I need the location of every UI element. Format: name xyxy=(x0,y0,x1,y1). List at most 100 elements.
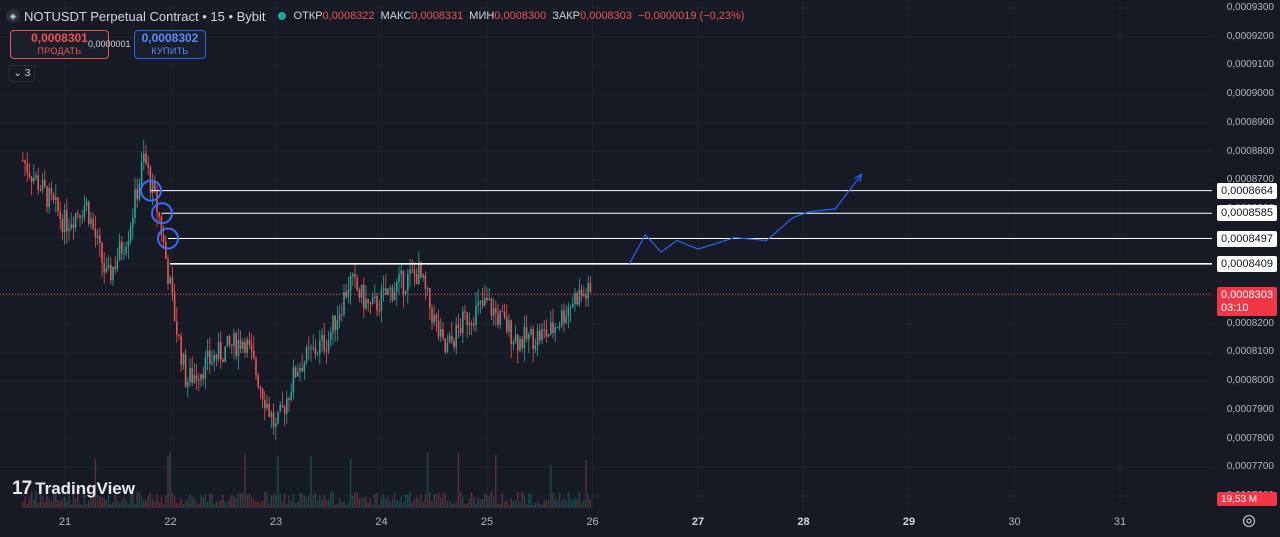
candle-body xyxy=(363,284,365,309)
candle-body xyxy=(563,310,565,323)
volume-bar xyxy=(195,502,198,508)
volume-bar xyxy=(187,498,189,508)
candle-body xyxy=(123,253,125,255)
price-tick-label: 0,0007900 xyxy=(1226,403,1274,415)
candle-body xyxy=(407,273,409,291)
candle-body xyxy=(39,190,42,192)
volume-tag: 19,53 M xyxy=(1217,492,1277,506)
volume-bar xyxy=(528,493,530,508)
volume-bar xyxy=(453,504,455,508)
buy-button[interactable]: 0,0008302 КУПИТЬ xyxy=(134,30,206,59)
candle-body xyxy=(310,348,312,350)
volume-bar xyxy=(103,497,105,508)
volume-bar xyxy=(380,496,383,508)
volume-bar xyxy=(556,499,559,508)
volume-bar xyxy=(492,496,495,508)
candle-body xyxy=(466,312,468,326)
candle-body xyxy=(103,263,105,273)
settings-gear-icon[interactable] xyxy=(1241,513,1257,529)
candle-body xyxy=(314,347,317,355)
candle-body xyxy=(184,353,187,387)
volume-bar xyxy=(162,503,165,508)
candle-body xyxy=(334,315,336,331)
current-price-value: 0,0008303 xyxy=(1221,289,1273,301)
time-axis[interactable]: 21 22 23 24 25 26 27 28 29 30 31 xyxy=(0,510,1212,537)
candle-body xyxy=(215,354,218,359)
time-tick-label: 21 xyxy=(58,516,72,528)
volume-bar xyxy=(455,502,457,508)
time-tick-label: 26 xyxy=(586,516,599,528)
tradingview-watermark[interactable]: 17 TradingView xyxy=(12,478,135,500)
candle-body xyxy=(539,330,541,341)
candle-body xyxy=(486,298,488,301)
price-tick-label: 0,0007700 xyxy=(1226,461,1274,473)
volume-bar xyxy=(85,503,88,508)
volume-bar xyxy=(206,501,209,508)
candle-body xyxy=(497,312,499,325)
candle-body xyxy=(481,300,484,306)
candle-body xyxy=(242,341,244,349)
level-price-tag: 0,0008497 xyxy=(1217,230,1277,247)
low-value: 0,0008300 xyxy=(494,10,547,22)
volume-bar xyxy=(246,495,248,508)
open-label: ОТКР xyxy=(293,10,323,22)
volume-bar xyxy=(369,498,372,508)
candle-body xyxy=(418,262,420,285)
volume-bar xyxy=(303,496,306,508)
candle-body xyxy=(283,406,286,414)
volume-bar xyxy=(189,494,191,508)
candle-body xyxy=(165,242,167,259)
candle-body xyxy=(475,305,477,326)
candle-body xyxy=(277,411,279,424)
symbol-title[interactable]: NOTUSDT Perpetual Contract • 15 • Bybit xyxy=(24,8,266,24)
candle-body xyxy=(259,386,262,389)
volume-bar xyxy=(224,502,226,508)
volume-bar xyxy=(475,503,477,508)
volume-bar xyxy=(290,500,292,508)
candle-body xyxy=(132,217,134,227)
volume-bar xyxy=(198,504,200,508)
candle-body xyxy=(578,289,581,305)
candle-body xyxy=(552,322,554,333)
candle-body xyxy=(512,342,515,345)
candle-body xyxy=(587,283,589,299)
volume-bar xyxy=(490,491,493,508)
candle-body xyxy=(321,335,323,341)
volume-bar xyxy=(426,452,429,508)
volume-bar xyxy=(446,501,449,508)
volume-bar xyxy=(398,501,400,508)
volume-bar xyxy=(178,503,180,508)
volume-bar xyxy=(279,493,281,508)
volume-bar xyxy=(294,502,297,508)
candle-body xyxy=(290,392,292,400)
indicators-toggle-button[interactable]: ⌄ 3 xyxy=(9,65,35,82)
volume-bar xyxy=(270,495,273,508)
candle-body xyxy=(530,328,532,334)
candle-body xyxy=(173,292,176,322)
candle-body xyxy=(585,294,587,299)
circle-marker xyxy=(157,227,179,250)
candle-body xyxy=(446,342,449,353)
volume-bar xyxy=(508,504,510,508)
candle-body xyxy=(127,241,130,247)
candle-body xyxy=(94,228,97,238)
volume-bar xyxy=(440,497,442,508)
price-chart[interactable] xyxy=(0,0,1212,510)
sell-button[interactable]: 0,0008301 ПРОДАТЬ xyxy=(10,30,109,59)
candle-body xyxy=(426,288,429,290)
candle-body xyxy=(398,274,400,282)
candle-body xyxy=(336,319,339,331)
volume-bar xyxy=(110,504,112,508)
symbol-logo-icon[interactable]: ◈ xyxy=(6,9,20,23)
candle-body xyxy=(382,288,385,291)
volume-bar xyxy=(83,491,86,508)
volume-bar xyxy=(554,497,556,508)
low-label: МИН xyxy=(469,10,495,22)
volume-bar xyxy=(257,501,259,508)
volume-bar xyxy=(154,501,156,508)
volume-bar xyxy=(37,502,39,508)
volume-bar xyxy=(200,494,202,508)
volume-bar xyxy=(158,502,160,508)
candle-body xyxy=(294,367,297,377)
volume-bar xyxy=(488,496,490,508)
